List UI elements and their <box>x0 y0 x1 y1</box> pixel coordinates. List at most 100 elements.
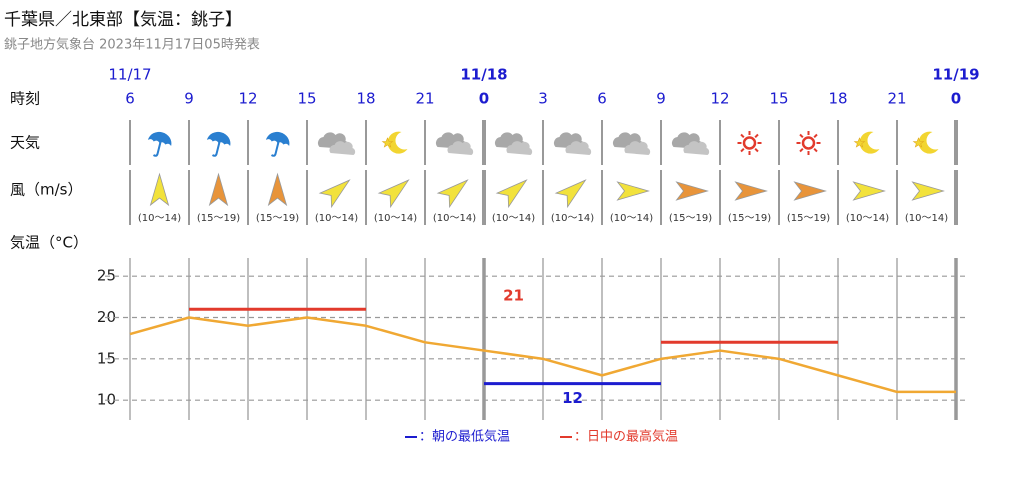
wind-arrow <box>852 181 886 201</box>
hour-label: 3 <box>538 90 548 108</box>
star <box>853 137 866 148</box>
title: 千葉県／北東部【気温：銚子】 <box>4 10 242 30</box>
hour-label: 18 <box>828 90 847 108</box>
weather-icon <box>317 132 356 155</box>
sun <box>801 136 816 150</box>
wind-arrow <box>436 179 469 209</box>
row-label: 天気 <box>10 134 40 152</box>
wind-arrow <box>208 172 229 207</box>
weather-icon <box>737 131 762 155</box>
umbrella <box>265 131 290 147</box>
wind-speed: (10～14) <box>433 213 476 224</box>
sun-ray <box>799 147 804 153</box>
weather-icon <box>912 131 939 154</box>
cloud <box>506 141 533 155</box>
date-label: 11/19 <box>932 66 979 84</box>
wind-speed: (10～14) <box>492 213 535 224</box>
sun-ray <box>740 147 745 153</box>
weather-icon <box>671 132 710 155</box>
wind-speed: (10～14) <box>315 213 358 224</box>
hour-label: 0 <box>951 90 961 108</box>
wind-speed: (10～14) <box>905 213 948 224</box>
hour-label: 0 <box>479 90 489 108</box>
wind-arrow <box>149 172 170 207</box>
star <box>912 137 925 148</box>
sun-ray <box>740 133 745 139</box>
weather-icon <box>796 131 821 155</box>
hour-label: 9 <box>184 90 194 108</box>
date-label: 11/17 <box>108 66 151 84</box>
wind-speed: (15～19) <box>256 213 299 224</box>
hour-label: 15 <box>297 90 316 108</box>
wind-speed: (10～14) <box>846 213 889 224</box>
weather-icon <box>553 132 592 155</box>
hour-label: 21 <box>887 90 906 108</box>
wind-arrow <box>793 181 827 201</box>
cloud <box>565 141 592 155</box>
moon <box>387 131 408 154</box>
wind-arrow <box>734 181 768 201</box>
hour-label: 15 <box>769 90 788 108</box>
moon <box>859 131 880 154</box>
wind-arrow <box>554 179 587 209</box>
data-label: 12 <box>562 389 583 407</box>
hour-label: 21 <box>415 90 434 108</box>
row-label: 風（m/s） <box>10 181 82 199</box>
sun-ray <box>799 133 804 139</box>
hour-label: 6 <box>597 90 607 108</box>
subtitle: 銚子地方気象台 2023年11月17日05時発表 <box>4 37 260 53</box>
legend-label: ：日中の最高気温 <box>574 429 678 445</box>
weather-icon <box>853 131 880 154</box>
row-label: 時刻 <box>10 90 40 108</box>
date-label: 11/18 <box>460 66 507 84</box>
wind-speed: (15～19) <box>787 213 830 224</box>
wind-speed: (10～14) <box>374 213 417 224</box>
y-axis-label: 気温（°C） <box>10 234 88 252</box>
cloud <box>624 141 651 155</box>
sun <box>742 136 757 150</box>
wind-arrow <box>318 179 351 209</box>
sun-ray <box>754 133 759 139</box>
weather-icon <box>147 131 172 157</box>
wind-arrow <box>675 181 709 201</box>
umbrella-handle <box>270 141 280 157</box>
wind-speed: (10～14) <box>610 213 653 224</box>
sun-ray <box>813 133 818 139</box>
wind-speed: (10～14) <box>551 213 594 224</box>
wind-speed: (15～19) <box>669 213 712 224</box>
umbrella-handle <box>211 141 221 157</box>
wind-arrow <box>616 181 650 201</box>
weather-icon <box>435 132 474 155</box>
weather-icon <box>206 131 231 157</box>
cloud <box>329 141 356 155</box>
legend-label: ：朝の最低気温 <box>419 429 510 445</box>
hour-label: 12 <box>238 90 257 108</box>
umbrella <box>147 131 172 147</box>
sun-ray <box>813 147 818 153</box>
hour-label: 9 <box>656 90 666 108</box>
umbrella-handle <box>152 141 162 157</box>
wind-arrow <box>495 179 528 209</box>
temperature-line <box>129 316 956 394</box>
wind-speed: (15～19) <box>728 213 771 224</box>
star <box>381 137 394 148</box>
hour-label: 18 <box>356 90 375 108</box>
wind-speed: (10～14) <box>138 213 181 224</box>
sun-ray <box>754 147 759 153</box>
wind-arrow <box>267 172 288 207</box>
data-label: 21 <box>503 287 524 305</box>
weather-icon <box>612 132 651 155</box>
extreme-line <box>189 307 838 344</box>
weather-icon <box>381 131 408 154</box>
cloud <box>447 141 474 155</box>
weather-icon <box>265 131 290 157</box>
moon <box>918 131 939 154</box>
umbrella <box>206 131 231 147</box>
hour-label: 6 <box>125 90 135 108</box>
wind-arrow <box>911 181 945 201</box>
weather-icon <box>494 132 533 155</box>
hour-label: 12 <box>710 90 729 108</box>
cloud <box>683 141 710 155</box>
